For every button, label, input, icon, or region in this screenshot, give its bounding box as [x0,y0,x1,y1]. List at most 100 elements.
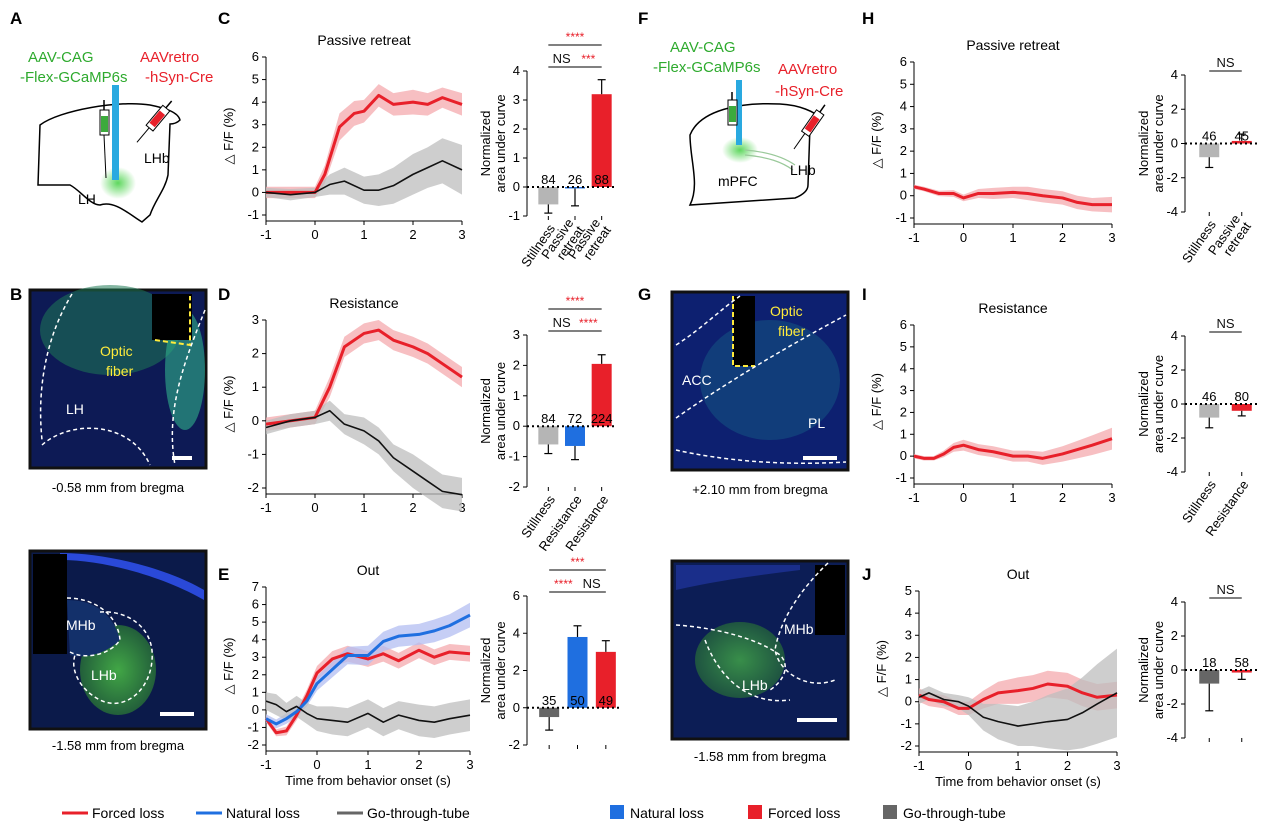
y-tick-label: 4 [252,632,259,647]
panel-label-g: G [638,285,651,304]
y-axis-label-2: area under curve [1151,355,1166,453]
y-axis-label-2: area under curve [493,94,508,192]
bar [539,707,560,718]
legend-swatch [883,805,897,819]
chart-title: Out [1007,566,1030,582]
bar [567,636,588,708]
sig-label: **** [566,294,585,308]
panel-label-f: F [638,9,648,28]
x-tick-label: 3 [1108,490,1115,505]
sig-label: NS [553,315,571,330]
legend-label: Forced loss [92,805,164,821]
caption: -1.58 mm from bregma [694,749,827,764]
series-line-black [918,692,1118,727]
series-line-black [265,700,471,723]
y-axis-label-1: Normalized [478,111,493,177]
fiber-track [815,565,845,635]
n-label: 50 [570,693,584,708]
x-tick-label: 2 [409,227,416,242]
y-tick-label: 3 [900,383,907,398]
n-label: 80 [1235,389,1249,404]
optic-fiber [112,85,119,180]
y-axis-label: △ F/F (%) [221,638,236,695]
region-mpfc: mPFC [718,173,758,189]
y-tick-label: 4 [252,94,259,109]
series-line-blue [265,613,471,726]
y-tick-label: 4 [1171,328,1178,343]
line-chart-i: -1 0 1 2 3 4 5 6 -1 0 1 2 3 △ F/F (%) Resistance [869,300,1116,505]
label-pl: PL [808,415,825,431]
error-band-red [266,84,462,199]
chart-title: Resistance [329,295,398,311]
brain-outline [37,102,181,223]
bar [595,651,616,708]
y-tick-label: 1 [900,165,907,180]
series-line-red [265,328,463,426]
chart-title: Resistance [978,300,1047,316]
y-tick-label: 4 [1171,594,1178,609]
fiber-track [152,294,192,340]
y-tick-label: 4 [513,63,520,78]
n-label: 49 [599,693,613,708]
y-tick-label: 4 [513,625,520,640]
y-tick-label: 5 [252,72,259,87]
chart-title: Passive retreat [966,37,1059,53]
x-tick-label: -1 [913,758,925,773]
bar [1231,670,1252,673]
label-mhb: MHb [66,617,96,633]
series-line-red [264,648,471,735]
y-tick-label: -1 [508,208,520,223]
y-tick-label: -1 [247,446,259,461]
y-axis-label-1: Normalized [1136,637,1151,703]
y-tick-label: 6 [513,588,520,603]
y-tick-label: 5 [905,583,912,598]
x-tick-label: 0 [311,500,318,515]
virus-green-1: AAV-CAG [28,49,94,66]
virus-green-2: -Flex-GCaMP6s [653,59,761,76]
label-optic: Optic [100,343,133,359]
y-tick-label: 2 [252,346,259,361]
y-tick-label: 6 [252,597,259,612]
bar [591,363,612,427]
n-label: 58 [1235,655,1249,670]
x-tick-label: 0 [313,757,320,772]
error-band-black [919,648,1117,751]
y-tick-label: 1 [513,388,520,403]
virus-red-2: -hSyn-Cre [775,83,843,100]
y-tick-label: 7 [252,579,259,594]
x-tick-label: 0 [965,758,972,773]
y-tick-label: -2 [508,737,520,752]
y-tick-label: 0 [1171,662,1178,677]
x-tick-label: 2 [409,500,416,515]
x-tick-label: 2 [1059,490,1066,505]
series-line-black [265,409,463,496]
y-axis-label: △ F/F (%) [221,108,236,165]
y-tick-label: 1 [513,150,520,165]
y-tick-label: 3 [513,327,520,342]
y-tick-label: 2 [1171,362,1178,377]
n-label: 46 [1202,389,1216,404]
virus-red-1: AAVretro [778,61,837,78]
y-tick-label: -4 [1166,464,1178,479]
y-tick-label: 5 [252,614,259,629]
y-tick-label: -2 [247,480,259,495]
virus-green-1: AAV-CAG [670,39,736,56]
y-tick-label: 4 [900,99,907,114]
error-band-black [266,400,462,512]
bar [1231,140,1252,144]
y-axis-label-1: Normalized [1136,371,1151,437]
y-axis-label-1: Normalized [1136,111,1151,177]
x-tick-label: -1 [260,757,272,772]
y-tick-label: 0 [513,418,520,433]
label-lhb: LHb [742,677,768,693]
x-axis-label: Time from behavior onset (s) [935,774,1101,789]
series-line-black [265,160,463,196]
scale-bar [797,718,837,722]
histology-g-top: Optic fiber ACC PL +2.10 mm from bregma [670,290,850,497]
